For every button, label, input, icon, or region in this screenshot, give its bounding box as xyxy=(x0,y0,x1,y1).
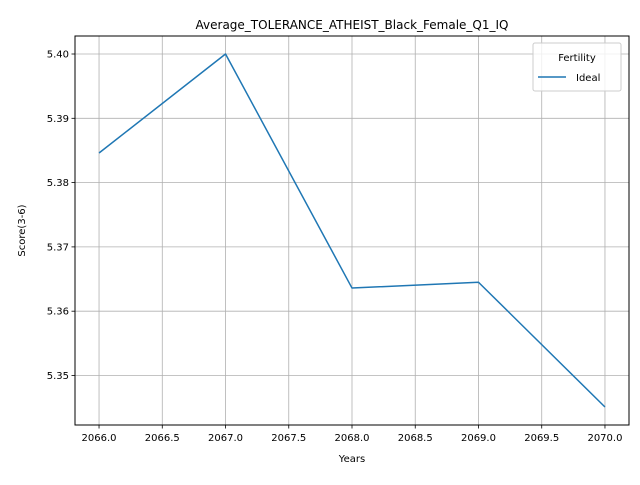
legend: Fertility Ideal xyxy=(533,43,621,91)
legend-title: Fertility xyxy=(558,53,596,64)
x-axis-label: Years xyxy=(338,454,365,465)
x-tick-label: 2069.5 xyxy=(524,433,559,444)
y-tick-label: 5.40 xyxy=(47,50,69,61)
x-tick-label: 2069.0 xyxy=(461,433,496,444)
y-tick-label: 5.39 xyxy=(47,114,69,125)
y-tick-label: 5.38 xyxy=(47,178,69,189)
x-axis-ticks: 2066.0 2066.5 2067.0 2067.5 2068.0 2068.5 2069… xyxy=(82,425,623,444)
legend-label-ideal: Ideal xyxy=(576,73,600,84)
x-tick-label: 2067.5 xyxy=(271,433,306,444)
x-tick-label: 2070.0 xyxy=(587,433,622,444)
y-tick-label: 5.37 xyxy=(47,242,69,253)
y-tick-label: 5.35 xyxy=(47,371,69,382)
x-tick-label: 2067.0 xyxy=(208,433,243,444)
y-axis-label: Score(3-6) xyxy=(17,204,28,256)
x-tick-label: 2066.5 xyxy=(145,433,180,444)
x-tick-label: 2066.0 xyxy=(82,433,117,444)
x-tick-label: 2068.5 xyxy=(398,433,433,444)
y-tick-label: 5.36 xyxy=(47,307,69,318)
x-tick-label: 2068.0 xyxy=(335,433,370,444)
chart-title: Average_TOLERANCE_ATHEIST_Black_Female_Q… xyxy=(196,18,509,32)
